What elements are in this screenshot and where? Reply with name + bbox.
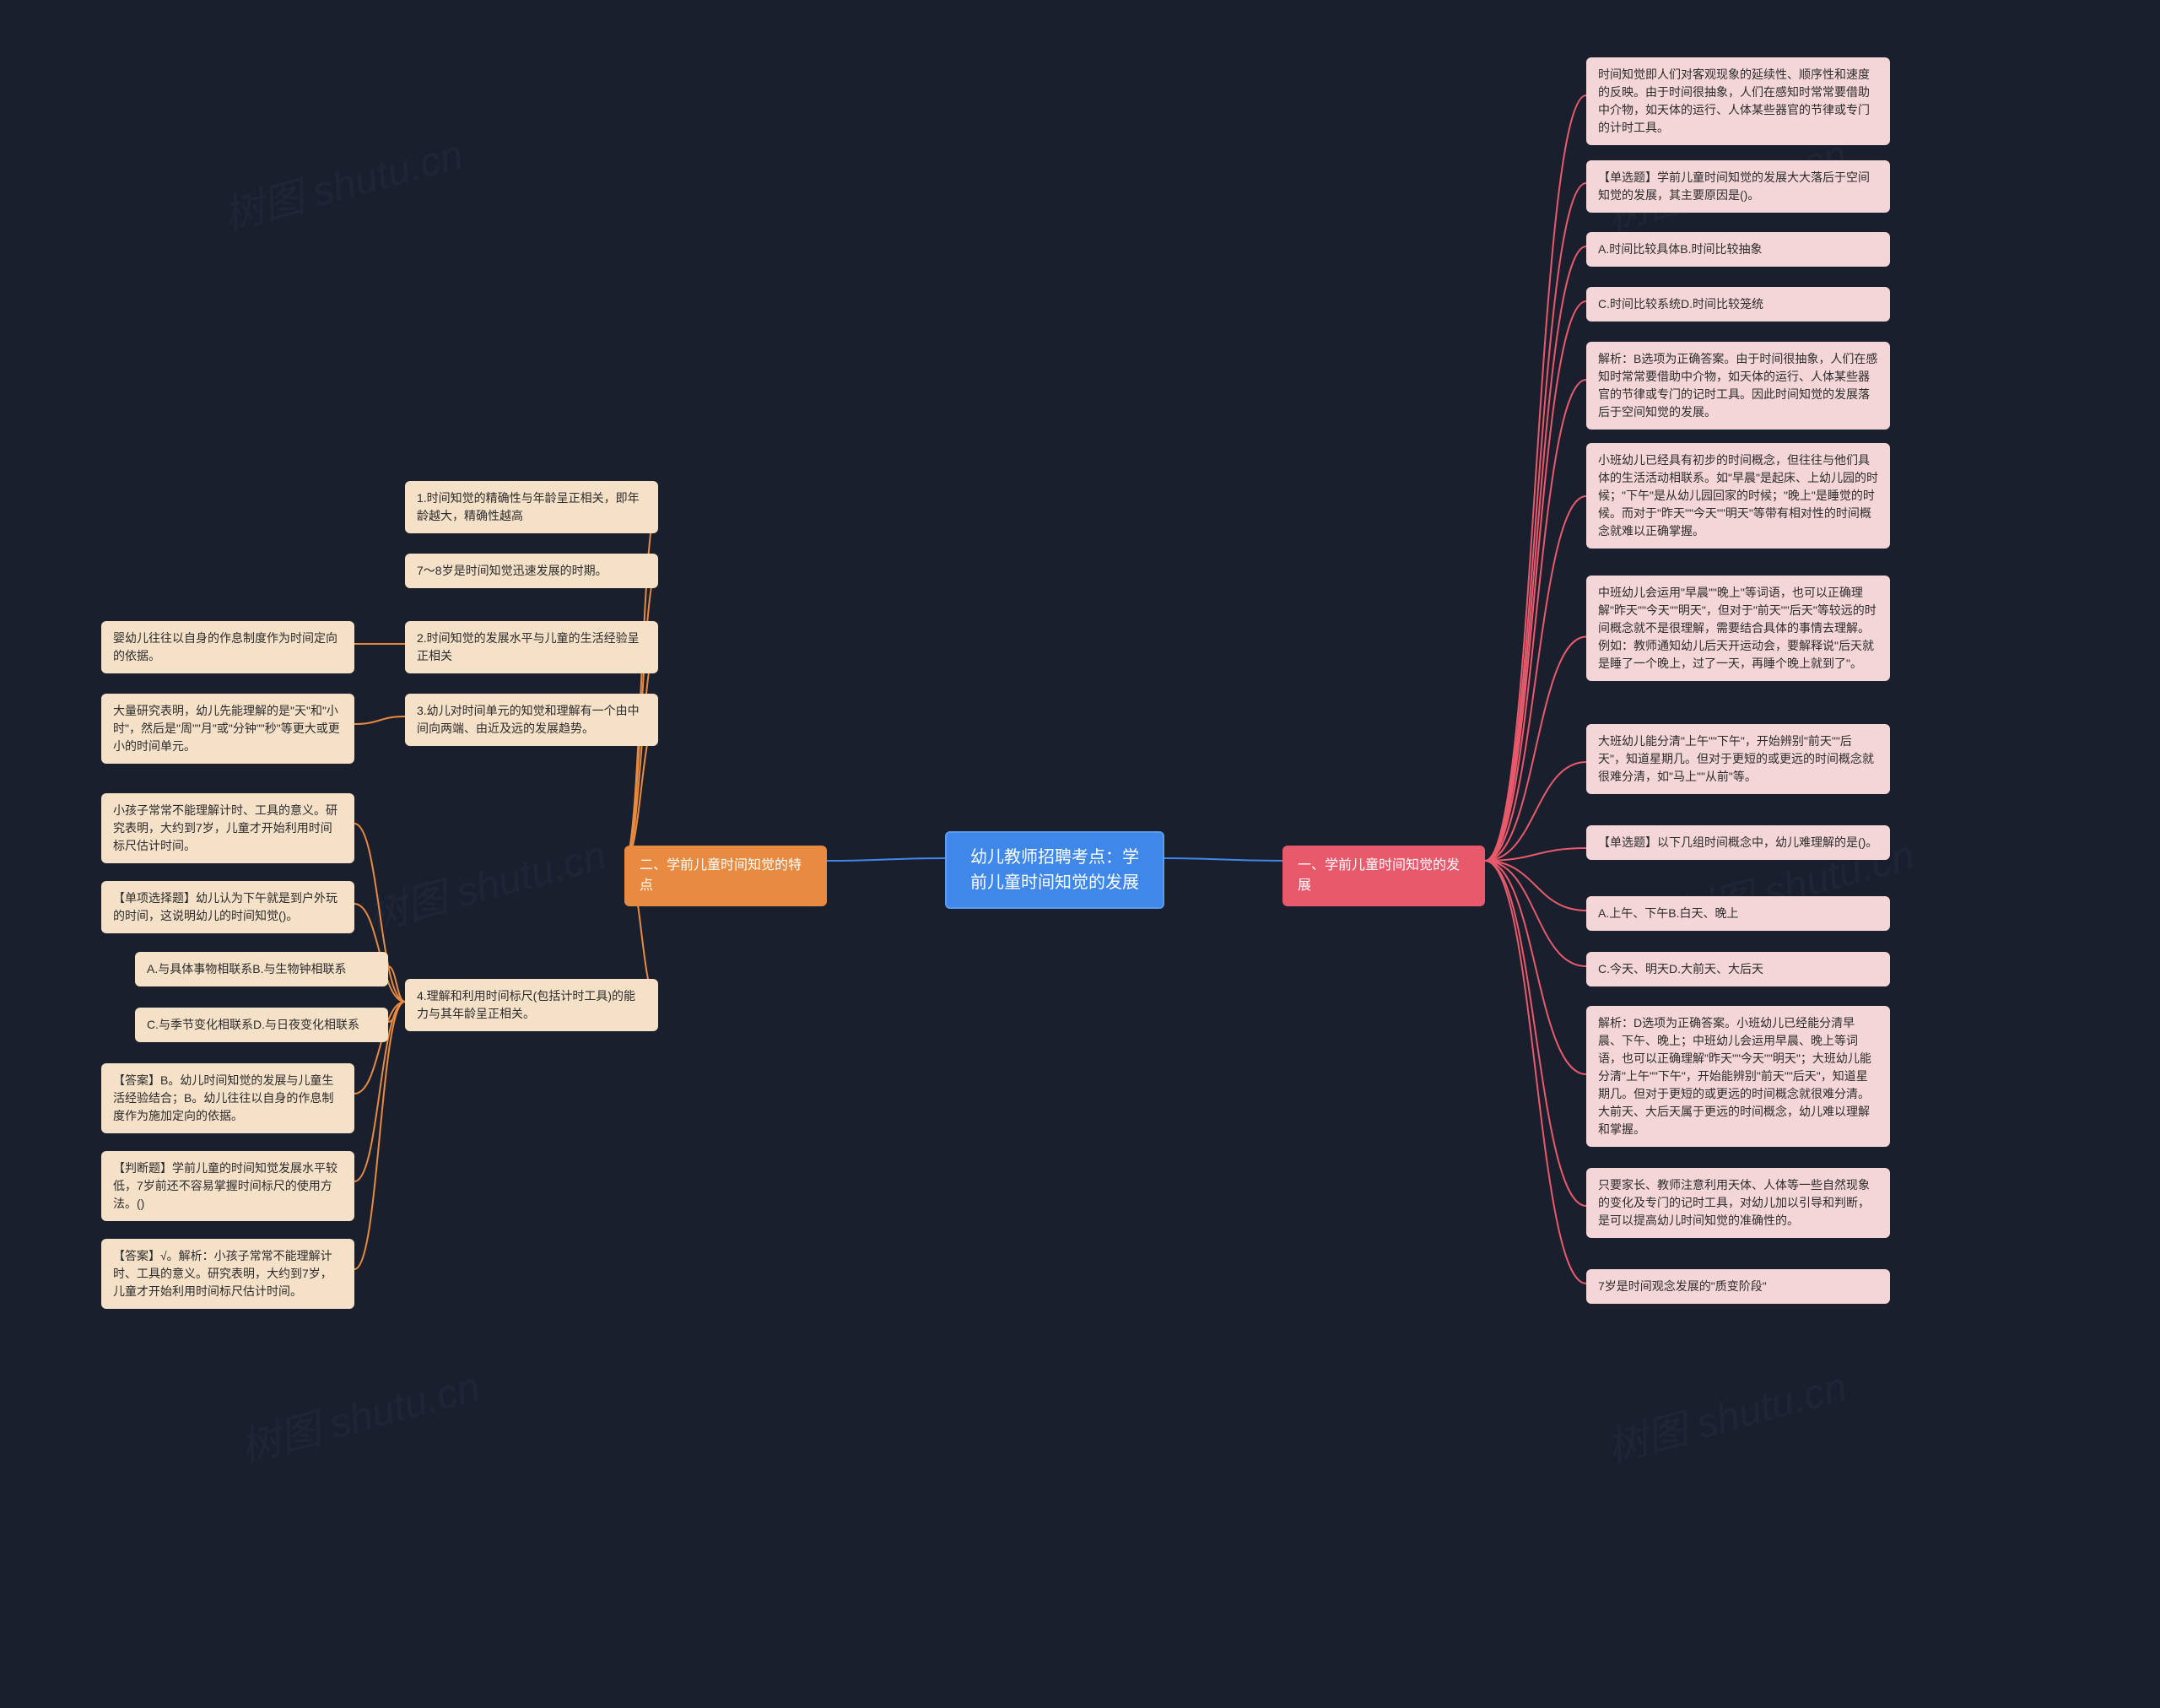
mindmap-leaf-node[interactable]: 7～8岁是时间知觉迅速发展的时期。 <box>405 554 658 588</box>
mindmap-leaf-node[interactable]: 小班幼儿已经具有初步的时间概念，但往往与他们具体的生活活动相联系。如"早晨"是起… <box>1586 443 1890 549</box>
mindmap-leaf-node[interactable]: C.今天、明天D.大前天、大后天 <box>1586 952 1890 986</box>
mindmap-leaf-node[interactable]: 中班幼儿会运用"早晨""晚上"等词语，也可以正确理解"昨天""今天""明天"，但… <box>1586 576 1890 681</box>
branch-node-left[interactable]: 二、学前儿童时间知觉的特点 <box>624 846 827 906</box>
mindmap-leaf-node[interactable]: 2.时间知觉的发展水平与儿童的生活经验呈正相关 <box>405 621 658 673</box>
watermark: 树图 shutu.cn <box>233 1354 485 1474</box>
mindmap-leaf-node[interactable]: 时间知觉即人们对客观现象的延续性、顺序性和速度的反映。由于时间很抽象，人们在感知… <box>1586 57 1890 145</box>
mindmap-leaf-node[interactable]: 【判断题】学前儿童的时间知觉发展水平较低，7岁前还不容易掌握时间标尺的使用方法。… <box>101 1151 354 1221</box>
mindmap-leaf-node[interactable]: 【单选题】以下几组时间概念中，幼儿难理解的是()。 <box>1586 825 1890 860</box>
mindmap-leaf-node[interactable]: 3.幼儿对时间单元的知觉和理解有一个由中间向两端、由近及远的发展趋势。 <box>405 694 658 746</box>
mindmap-leaf-node[interactable]: A.时间比较具体B.时间比较抽象 <box>1586 232 1890 267</box>
mindmap-leaf-node[interactable]: 婴幼儿往往以自身的作息制度作为时间定向的依据。 <box>101 621 354 673</box>
mindmap-leaf-node[interactable]: 小孩子常常不能理解计时、工具的意义。研究表明，大约到7岁，儿童才开始利用时间标尺… <box>101 793 354 863</box>
mindmap-leaf-node[interactable]: 只要家长、教师注意利用天体、人体等一些自然现象的变化及专门的记时工具，对幼儿加以… <box>1586 1168 1890 1238</box>
mindmap-leaf-node[interactable]: A.上午、下午B.白天、晚上 <box>1586 896 1890 931</box>
mindmap-leaf-node[interactable]: 【单选题】学前儿童时间知觉的发展大大落后于空间知觉的发展，其主要原因是()。 <box>1586 160 1890 213</box>
mindmap-leaf-node[interactable]: C.与季节变化相联系D.与日夜变化相联系 <box>135 1008 388 1042</box>
branch-node-right[interactable]: 一、学前儿童时间知觉的发展 <box>1282 846 1485 906</box>
mindmap-leaf-node[interactable]: 1.时间知觉的精确性与年龄呈正相关，即年龄越大，精确性越高 <box>405 481 658 533</box>
mindmap-leaf-node[interactable]: C.时间比较系统D.时间比较笼统 <box>1586 287 1890 322</box>
mindmap-leaf-node[interactable]: 解析：D选项为正确答案。小班幼儿已经能分清早晨、下午、晚上；中班幼儿会运用早晨、… <box>1586 1006 1890 1147</box>
mindmap-leaf-node[interactable]: 【答案】B。幼儿时间知觉的发展与儿童生活经验结合；B。幼儿往往以自身的作息制度作… <box>101 1063 354 1133</box>
mindmap-leaf-node[interactable]: 解析：B选项为正确答案。由于时间很抽象，人们在感知时常常要借助中介物，如天体的运… <box>1586 342 1890 430</box>
watermark: 树图 shutu.cn <box>216 122 468 242</box>
mindmap-leaf-node[interactable]: 大班幼儿能分清"上午""下午"，开始辨别"前天""后天"，知道星期几。但对于更短… <box>1586 724 1890 794</box>
mindmap-leaf-node[interactable]: 大量研究表明，幼儿先能理解的是"天"和"小时"，然后是"周""月"或"分钟""秒… <box>101 694 354 764</box>
mindmap-center-node[interactable]: 幼儿教师招聘考点：学前儿童时间知觉的发展 <box>945 831 1164 909</box>
mindmap-leaf-node[interactable]: 【单项选择题】幼儿认为下午就是到户外玩的时间，这说明幼儿的时间知觉()。 <box>101 881 354 933</box>
watermark: 树图 shutu.cn <box>1600 1354 1852 1474</box>
mindmap-leaf-node[interactable]: 7岁是时间观念发展的"质变阶段" <box>1586 1269 1890 1304</box>
mindmap-leaf-node[interactable]: A.与具体事物相联系B.与生物钟相联系 <box>135 952 388 986</box>
watermark: 树图 shutu.cn <box>359 822 612 943</box>
mindmap-leaf-node[interactable]: 4.理解和利用时间标尺(包括计时工具)的能力与其年龄呈正相关。 <box>405 979 658 1031</box>
mindmap-leaf-node[interactable]: 【答案】√。解析：小孩子常常不能理解计时、工具的意义。研究表明，大约到7岁，儿童… <box>101 1239 354 1309</box>
